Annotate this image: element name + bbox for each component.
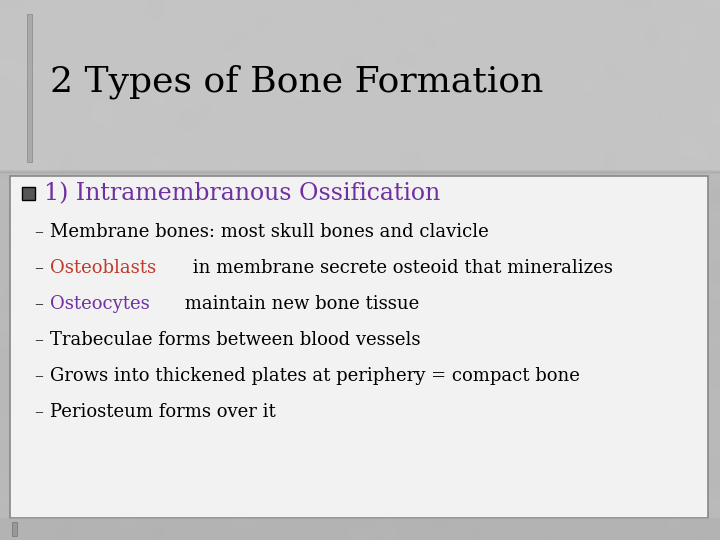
- FancyBboxPatch shape: [27, 14, 32, 162]
- Text: 2 Types of Bone Formation: 2 Types of Bone Formation: [50, 65, 544, 99]
- Text: maintain new bone tissue: maintain new bone tissue: [179, 295, 419, 313]
- Text: 1) Intramembranous Ossification: 1) Intramembranous Ossification: [44, 182, 440, 205]
- Text: Periosteum forms over it: Periosteum forms over it: [50, 403, 276, 421]
- FancyBboxPatch shape: [12, 522, 17, 536]
- Text: Osteocytes: Osteocytes: [50, 295, 150, 313]
- Text: –: –: [34, 331, 43, 349]
- Text: –: –: [34, 223, 43, 241]
- Text: –: –: [34, 295, 43, 313]
- FancyBboxPatch shape: [0, 0, 720, 170]
- Text: –: –: [34, 259, 43, 277]
- Text: –: –: [34, 367, 43, 385]
- Text: Grows into thickened plates at periphery = compact bone: Grows into thickened plates at periphery…: [50, 367, 580, 385]
- FancyBboxPatch shape: [0, 518, 720, 540]
- Text: –: –: [34, 403, 43, 421]
- FancyBboxPatch shape: [10, 176, 708, 518]
- Text: Osteoblasts: Osteoblasts: [50, 259, 156, 277]
- Text: Membrane bones: most skull bones and clavicle: Membrane bones: most skull bones and cla…: [50, 223, 489, 241]
- Text: in membrane secrete osteoid that mineralizes: in membrane secrete osteoid that mineral…: [187, 259, 613, 277]
- FancyBboxPatch shape: [22, 187, 35, 200]
- Text: Trabeculae forms between blood vessels: Trabeculae forms between blood vessels: [50, 331, 420, 349]
